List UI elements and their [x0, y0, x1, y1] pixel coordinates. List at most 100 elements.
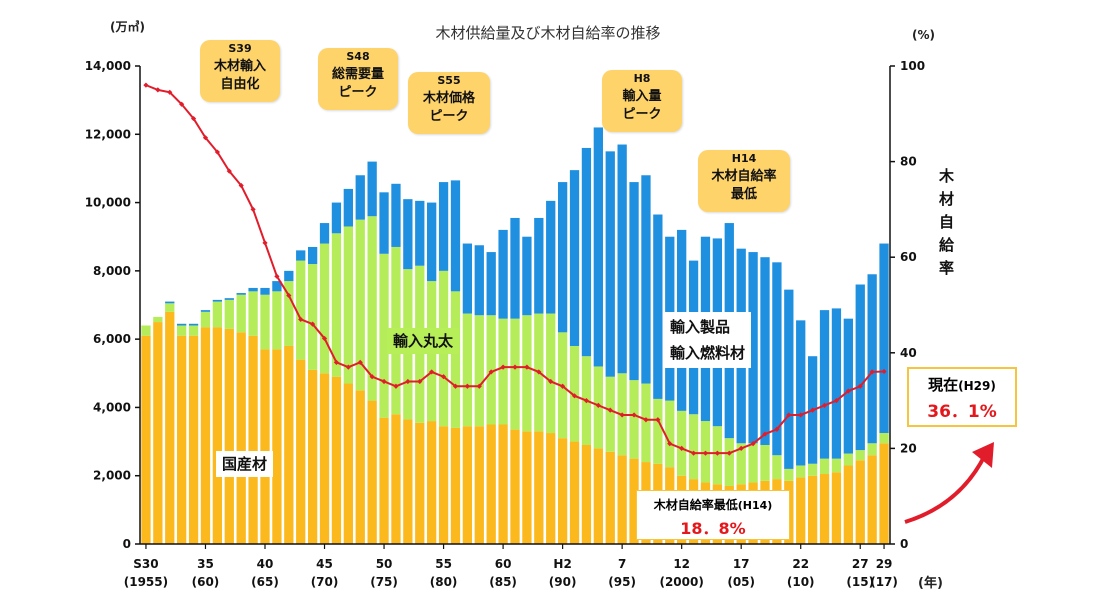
- bar-series0-1955: [141, 335, 151, 544]
- min-rate-heading: 木材自給率最低(H14): [637, 496, 789, 513]
- bar-series2-2015: [855, 284, 865, 451]
- rate-point-2010: [798, 412, 804, 418]
- bar-series0-1960: [200, 327, 211, 544]
- bar-series0-1977: [403, 419, 413, 544]
- bar-series2-1976: [391, 183, 401, 247]
- rate-point-2016: [869, 369, 875, 375]
- rate-point-1971: [333, 359, 340, 365]
- bar-series0-1957: [165, 311, 175, 544]
- bar-series2-1986: [510, 217, 520, 319]
- rate-point-1974: [369, 374, 375, 380]
- bar-series1-2013: [831, 458, 842, 473]
- rate-point-1988: [536, 369, 542, 375]
- bar-series1-1996: [629, 380, 639, 459]
- rate-point-1985: [500, 364, 506, 370]
- bar-series0-1978: [415, 422, 425, 544]
- bar-series2-1988: [534, 217, 544, 314]
- rate-point-1965: [262, 240, 268, 246]
- bar-series2-1987: [522, 236, 532, 316]
- left-tick-label-4000: 4,000: [93, 400, 131, 414]
- bar-series2-1997: [641, 175, 651, 384]
- rate-point-1984: [488, 369, 494, 375]
- rate-point-1998: [655, 417, 661, 423]
- bar-series0-1968: [296, 359, 306, 544]
- bar-series1-2005: [736, 443, 746, 485]
- bar-series0-1982: [462, 426, 473, 544]
- left-tick-label-0: 0: [123, 537, 131, 551]
- rate-point-1963: [238, 182, 244, 189]
- axes-layer: 0 2,000 4,000 6,000 8,000 10,000 12,000 14,000 0…: [85, 59, 925, 589]
- bar-series2-1966: [272, 281, 282, 292]
- x-tick-label-45: 12: [673, 557, 690, 571]
- x-tick-label-15: 45: [316, 557, 333, 571]
- rate-point-2005: [738, 445, 744, 451]
- bar-series2-2017: [879, 243, 889, 434]
- callout-s39: S39 木材輸入 自由化: [200, 40, 280, 102]
- bar-series0-1975: [379, 417, 389, 544]
- bar-series1-1997: [641, 383, 651, 463]
- bar-series0-1980: [438, 426, 449, 544]
- bar-series2-1993: [593, 127, 603, 367]
- x-tick-sublabel-25: (80): [430, 575, 458, 589]
- rate-point-1973: [357, 359, 363, 365]
- imported-products-line1: 輸入製品: [670, 318, 731, 336]
- x-tick-sublabel-62: (17): [870, 575, 898, 589]
- bar-series1-2012: [819, 458, 830, 474]
- current-rate-heading: 現在(H29): [909, 374, 1015, 395]
- bar-series1-2015: [855, 450, 865, 461]
- rate-point-1969: [310, 321, 316, 327]
- rate-point-2011: [810, 407, 816, 413]
- bar-series1-1967: [284, 281, 294, 346]
- bar-series2-1957: [165, 301, 175, 304]
- rate-point-2015: [857, 383, 863, 389]
- bar-series2-1980: [438, 182, 449, 271]
- rate-point-2017: [881, 368, 887, 375]
- rate-point-1957: [167, 89, 173, 95]
- bar-series1-1964: [248, 291, 258, 336]
- bar-series1-1959: [188, 325, 199, 336]
- rate-line-layer: [143, 82, 887, 456]
- bar-series1-2001: [688, 414, 699, 480]
- current-rate-year: (H29): [958, 379, 996, 393]
- bar-series0-1989: [546, 433, 556, 544]
- rate-point-1976: [393, 383, 399, 389]
- bars-layer: [141, 127, 889, 544]
- bar-series0-1956: [153, 322, 163, 544]
- bar-series1-1989: [546, 313, 556, 434]
- bar-series2-1967: [284, 270, 294, 282]
- rate-point-1996: [631, 412, 637, 418]
- rate-point-1979: [429, 369, 435, 375]
- bar-series1-1958: [177, 325, 187, 336]
- bar-series2-1989: [546, 200, 556, 314]
- x-tick-label-10: 40: [257, 557, 274, 571]
- bar-series1-1974: [367, 216, 377, 401]
- bar-series2-2014: [843, 318, 853, 454]
- rate-point-1987: [524, 364, 530, 370]
- rate-point-1959: [190, 115, 197, 122]
- bar-series0-2014: [843, 465, 853, 544]
- rate-point-1972: [345, 364, 351, 370]
- callout-s55: S55 木材価格 ピーク: [408, 72, 490, 134]
- x-tick-sublabel-35: (90): [549, 575, 577, 589]
- rate-point-1978: [417, 378, 423, 385]
- rate-point-2014: [845, 388, 851, 394]
- bar-series2-1978: [415, 200, 425, 266]
- rate-point-2002: [702, 450, 709, 456]
- callout-h8-line2: ピーク: [622, 107, 662, 122]
- bar-series0-1962: [224, 328, 234, 544]
- bar-series2-1964: [248, 287, 258, 292]
- x-tick-label-60: 27: [852, 557, 869, 571]
- bar-series0-1971: [331, 376, 342, 544]
- callout-s48-era: S48: [346, 50, 370, 63]
- right-tick-label-20: 20: [900, 441, 917, 455]
- bar-series2-1977: [403, 199, 413, 270]
- bar-series2-2008: [772, 262, 782, 456]
- bar-series1-2014: [843, 453, 853, 466]
- bar-series1-2010: [796, 465, 806, 478]
- rate-point-1989: [548, 378, 554, 385]
- rate-point-2008: [774, 426, 780, 432]
- bar-series2-1996: [629, 182, 639, 381]
- min-rate-year: (H14): [737, 499, 773, 512]
- bar-series1-1994: [605, 376, 615, 452]
- bar-series1-1969: [307, 264, 318, 370]
